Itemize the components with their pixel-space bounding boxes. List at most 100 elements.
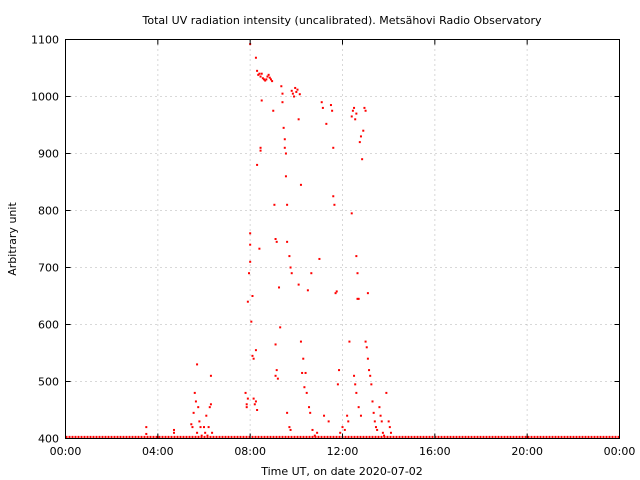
data-point [203, 426, 205, 429]
data-point [370, 383, 373, 386]
data-point [383, 434, 386, 437]
data-point [299, 183, 302, 186]
y-tick-label: 400 [38, 433, 59, 446]
data-point [282, 126, 285, 129]
data-point [260, 99, 263, 102]
data-point [196, 363, 199, 366]
data-point [321, 106, 324, 109]
data-point [350, 212, 353, 215]
data-point [250, 320, 253, 323]
data-point [209, 374, 212, 377]
x-tick-label: 00:00 [604, 445, 636, 458]
data-point [354, 383, 357, 386]
data-point [299, 340, 302, 343]
data-point [294, 86, 297, 89]
data-point [286, 203, 289, 206]
data-point [266, 75, 269, 78]
data-point [316, 431, 319, 434]
data-point [353, 106, 356, 109]
data-point [371, 400, 374, 403]
data-point [248, 272, 251, 275]
data-point [335, 290, 338, 293]
y-tick-label: 600 [38, 319, 59, 332]
data-point [346, 414, 349, 417]
x-tick-label: 08:00 [234, 445, 266, 458]
data-point [366, 292, 369, 295]
data-point [327, 420, 330, 423]
data-point [385, 391, 388, 394]
chart-title: Total UV radiation intensity (uncalibrat… [142, 14, 542, 27]
data-point [267, 73, 270, 76]
data-point [258, 247, 261, 250]
data-point [361, 158, 364, 161]
data-point [281, 92, 284, 95]
data-point [172, 431, 175, 434]
data-point [259, 146, 262, 149]
data-point [297, 283, 300, 286]
data-point [265, 78, 268, 81]
data-point [306, 289, 309, 292]
data-point [200, 434, 203, 437]
data-point [251, 295, 254, 297]
x-tick-label: 00:00 [50, 445, 82, 458]
data-point [356, 272, 359, 275]
data-point [246, 397, 249, 400]
data-point [263, 78, 266, 81]
data-point [290, 89, 293, 92]
x-tick-label: 12:00 [327, 445, 359, 458]
data-point [311, 428, 314, 431]
x-tick-label: 20:00 [511, 445, 543, 458]
data-point [310, 272, 313, 275]
data-point [286, 411, 289, 414]
data-point [291, 92, 294, 95]
data-point [249, 260, 252, 263]
data-point [359, 414, 362, 417]
data-point [259, 75, 262, 78]
data-point [192, 411, 195, 414]
data-point [356, 297, 359, 300]
data-point [338, 369, 341, 372]
data-point [276, 377, 279, 380]
data-point [199, 426, 202, 429]
data-point [378, 406, 381, 409]
data-point [198, 420, 201, 423]
data-point [364, 109, 367, 112]
data-point [258, 72, 261, 75]
data-point [323, 414, 326, 417]
data-point [274, 343, 277, 346]
grid-lines [65, 39, 620, 439]
data-point [279, 326, 282, 329]
data-point [380, 420, 383, 423]
data-point [376, 428, 379, 431]
data-point [172, 428, 175, 431]
data-point [274, 374, 277, 377]
data-point [296, 88, 299, 91]
data-point [331, 109, 334, 112]
data-point [204, 431, 207, 434]
data-point [332, 146, 335, 149]
data-point [381, 431, 384, 434]
data-point [145, 432, 148, 435]
data-point [355, 255, 358, 258]
data-point [320, 101, 323, 104]
data-point [274, 238, 277, 240]
data-point [278, 286, 281, 289]
data-point [256, 409, 259, 411]
data-point [268, 76, 271, 79]
data-point [280, 85, 283, 88]
data-point [366, 357, 369, 360]
data-point [339, 431, 342, 434]
data-point [197, 406, 200, 409]
data-point [343, 428, 346, 431]
data-point [283, 146, 286, 149]
y-axis-label: Arbitrary unit [6, 202, 19, 276]
y-tick-labels: 400 500 600 700 800 900 1000 1100 [31, 34, 59, 446]
data-point [373, 420, 376, 423]
data-point [252, 357, 255, 360]
data-point [304, 371, 307, 374]
data-point [271, 80, 274, 83]
data-point [334, 292, 337, 295]
data-point [272, 109, 275, 112]
x-tick-label: 16:00 [419, 445, 451, 458]
data-point [196, 431, 199, 434]
